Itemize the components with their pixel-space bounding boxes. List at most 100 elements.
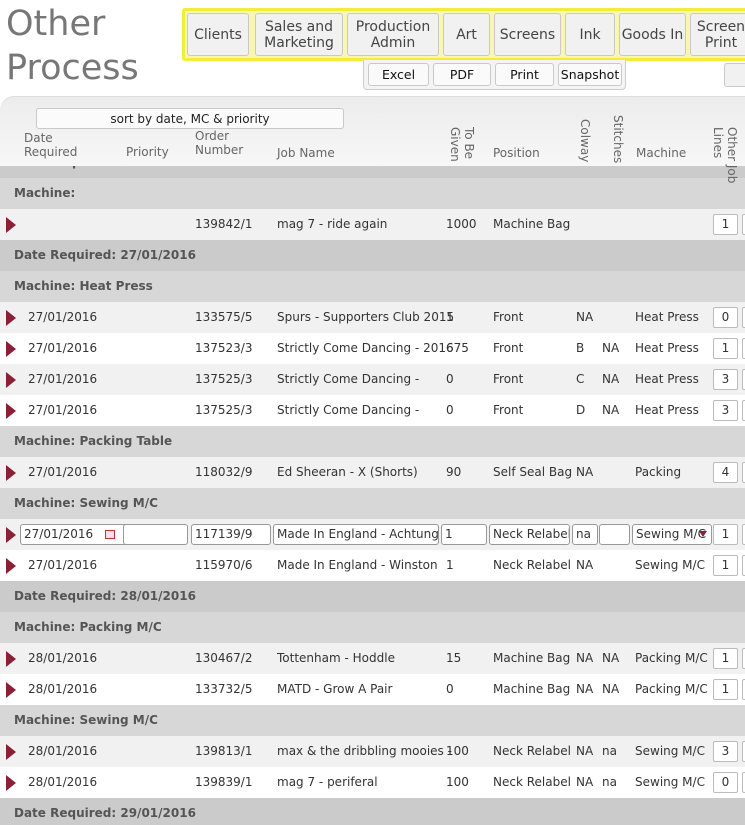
group-row: Date Required: 29/01/2016 <box>0 798 745 825</box>
cell-order: 137523/3 <box>195 341 253 355</box>
cell-job: max & the dribbling mooies - <box>277 744 452 758</box>
input-stitches[interactable] <box>599 524 630 545</box>
cell-position: Self Seal Bag <box>493 465 573 479</box>
cell-given: 100 <box>446 744 469 758</box>
nav-button[interactable]: Production Admin <box>347 13 439 56</box>
cell-job: mag 7 - periferal <box>277 775 378 789</box>
other-lines[interactable]: 1 <box>713 555 738 576</box>
cell-stitches: NA <box>602 372 620 386</box>
machine-select[interactable]: Sewing M/C <box>632 524 712 545</box>
cell-colway: B <box>576 341 585 355</box>
row-arrow[interactable] <box>6 403 16 419</box>
row-arrow[interactable] <box>6 527 16 543</box>
other-lines[interactable]: 3 <box>713 369 738 390</box>
other-lines[interactable]: 3 <box>713 741 738 762</box>
nav-button[interactable]: Ink <box>565 13 615 56</box>
other-lines[interactable]: 4 <box>713 462 738 483</box>
job-row[interactable]: 28/01/2016 139839/1 mag 7 - periferal 100 Ne… <box>0 767 745 798</box>
sort-button[interactable]: sort by date, MC & priority <box>36 108 344 129</box>
tool-button[interactable]: Print <box>495 63 554 86</box>
cell-machine: Heat Press <box>635 403 699 417</box>
job-row[interactable]: 27/01/2016 137525/3 Strictly Come Dancing … <box>0 364 745 395</box>
other-lines[interactable]: 1 <box>713 648 738 669</box>
cell-date: 27/01/2016 <box>28 310 98 324</box>
cell-position: Neck Relabel <box>493 558 571 572</box>
group-label: Machine: Sewing M/C <box>14 496 158 510</box>
cell-machine: Heat Press <box>635 310 699 324</box>
column-header: Priority <box>126 145 169 159</box>
cell-colway: NA <box>576 775 594 789</box>
calendar-icon[interactable] <box>105 530 115 539</box>
cell-machine: Packing M/C <box>635 682 708 696</box>
cell-given: 0 <box>446 372 454 386</box>
cell-job: Strictly Come Dancing - 2016 <box>277 341 454 355</box>
cell-position: Machine Bag <box>493 217 571 231</box>
row-arrow[interactable] <box>6 310 16 326</box>
input-priority[interactable] <box>123 524 188 545</box>
nav-button[interactable]: Screens <box>494 13 561 56</box>
other-lines[interactable]: 0 <box>713 772 738 793</box>
cell-colway: D <box>576 403 586 417</box>
row-arrow[interactable] <box>6 651 16 667</box>
job-row[interactable]: 27/01/2016 117139/9 Made In England - Acht… <box>0 519 745 550</box>
cell-date: 27/01/2016 <box>28 465 98 479</box>
nav-button[interactable]: Sales and Marketing <box>255 13 343 56</box>
row-arrow[interactable] <box>6 465 16 481</box>
row-arrow[interactable] <box>6 682 16 698</box>
row-arrow[interactable] <box>6 372 16 388</box>
tool-button[interactable]: PDF <box>433 63 491 86</box>
partial-box <box>742 648 745 669</box>
row-arrow[interactable] <box>6 558 16 574</box>
partial-box <box>742 555 745 576</box>
cell-date: 28/01/2016 <box>28 651 98 665</box>
partial-box <box>742 369 745 390</box>
column-header: Machine <box>636 146 687 160</box>
job-row[interactable]: 27/01/2016 118032/9 Ed Sheeran - X (Shorts… <box>0 457 745 488</box>
row-arrow[interactable] <box>6 744 16 760</box>
partial-button[interactable] <box>724 63 745 87</box>
other-lines[interactable]: 0 <box>713 307 738 328</box>
cell-colway: NA <box>576 651 594 665</box>
job-row[interactable]: 27/01/2016 115970/6 Made In England - Wins… <box>0 550 745 581</box>
tool-button[interactable]: Snapshot <box>558 63 622 86</box>
nav-button[interactable]: Art <box>443 13 490 56</box>
row-arrow[interactable] <box>6 217 16 233</box>
job-row[interactable]: 28/01/2016 139813/1 max & the dribbling mo… <box>0 736 745 767</box>
nav-button[interactable]: Screen Print <box>690 13 745 56</box>
job-row[interactable]: 139842/1 mag 7 - ride again 1000 Machine Ba… <box>0 209 745 240</box>
other-lines[interactable]: 1 <box>713 524 738 545</box>
tool-button[interactable]: Excel <box>368 63 429 86</box>
job-row[interactable]: 27/01/2016 133575/5 Spurs - Supporters Clu… <box>0 302 745 333</box>
job-row[interactable]: 27/01/2016 137523/3 Strictly Come Dancing … <box>0 333 745 364</box>
other-lines[interactable]: 1 <box>713 214 738 235</box>
column-header: Position <box>493 146 540 160</box>
input-job[interactable]: Made In England - Achtung <box>273 524 439 545</box>
input-given[interactable]: 1 <box>441 524 487 545</box>
cell-job: Strictly Come Dancing - <box>277 372 420 386</box>
cell-order: 130467/2 <box>195 651 253 665</box>
other-lines[interactable]: 1 <box>713 679 738 700</box>
column-header: Date Required <box>24 131 78 159</box>
nav-button[interactable]: Clients <box>187 13 249 56</box>
input-position[interactable]: Neck Relabel <box>489 524 570 545</box>
partial-box <box>742 214 745 235</box>
cell-colway: NA <box>576 744 594 758</box>
group-label: Machine: Packing Table <box>14 434 173 448</box>
nav-button[interactable]: Goods In <box>619 13 686 56</box>
cell-stitches: NA <box>602 341 620 355</box>
job-row[interactable]: 28/01/2016 130467/2 Tottenham - Hoddle 15 Ma… <box>0 643 745 674</box>
cell-order: 137525/3 <box>195 403 253 417</box>
other-lines[interactable]: 3 <box>713 400 738 421</box>
cell-stitches: NA <box>602 403 620 417</box>
input-colway[interactable]: na <box>572 524 598 545</box>
group-row: Machine: Packing M/C <box>0 612 745 643</box>
input-order[interactable]: 117139/9 <box>191 524 271 545</box>
row-arrow[interactable] <box>6 341 16 357</box>
job-row[interactable]: 27/01/2016 137525/3 Strictly Come Dancing … <box>0 395 745 426</box>
row-arrow[interactable] <box>6 775 16 791</box>
group-row: Machine: Sewing M/C <box>0 705 745 736</box>
cell-colway: NA <box>576 310 594 324</box>
job-row[interactable]: 28/01/2016 133732/5 MATD - Grow A Pair 0 Mac… <box>0 674 745 705</box>
other-lines[interactable]: 1 <box>713 338 738 359</box>
